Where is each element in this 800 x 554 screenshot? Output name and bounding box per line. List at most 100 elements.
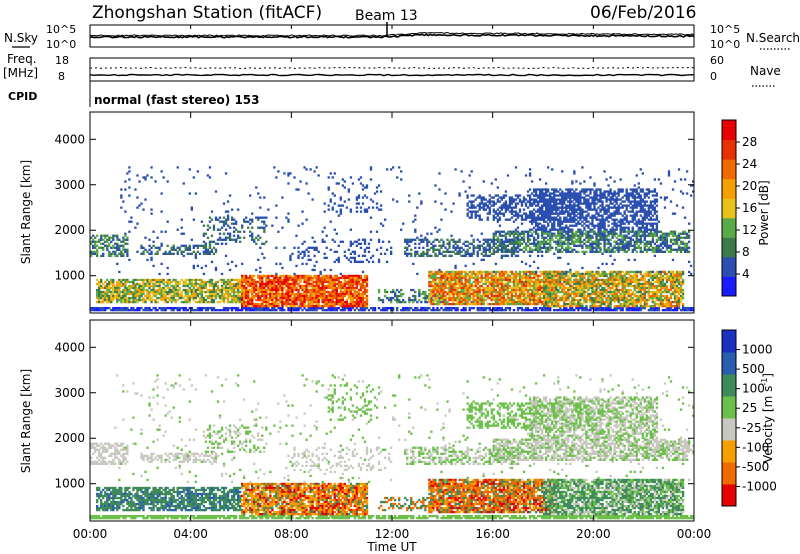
power-cell: [504, 208, 508, 211]
power-cell: [194, 294, 197, 298]
power-cell: [627, 278, 630, 282]
power-cell: [347, 292, 351, 296]
power-cell: [261, 290, 264, 294]
power-cell: [212, 284, 216, 288]
power-cell: [341, 276, 344, 280]
power-cell: [496, 280, 499, 284]
power-cell: [434, 288, 437, 292]
power-cell: [275, 286, 278, 290]
power-cell: [569, 218, 572, 221]
power-cell: [454, 298, 457, 302]
power-cell: [589, 308, 592, 312]
power-cell: [543, 292, 546, 296]
power-cell: [591, 300, 594, 304]
power-cell: [442, 292, 445, 296]
power-cell: [309, 306, 312, 310]
power-cell: [232, 282, 236, 286]
power-cell: [265, 274, 268, 278]
power-cell: [597, 274, 600, 278]
power-cell: [563, 296, 566, 300]
power-cell: [466, 194, 469, 197]
power-cell: [279, 296, 282, 300]
power-cell: [271, 306, 274, 310]
power-cell: [518, 298, 522, 302]
power-cell: [540, 224, 544, 227]
power-cell: [279, 282, 282, 286]
power-cell: [488, 288, 491, 292]
power-cell: [275, 296, 278, 300]
power-cell: [289, 278, 292, 282]
power-cell: [396, 298, 399, 302]
power-cell: [633, 276, 636, 280]
power-cell: [222, 306, 226, 310]
power-cell: [289, 284, 292, 288]
power-cell: [426, 306, 429, 310]
power-cell: [176, 282, 179, 286]
power-cell: [476, 306, 479, 310]
power-cell: [677, 276, 681, 280]
power-cell: [90, 306, 93, 310]
power-cell: [299, 280, 302, 284]
power-cell: [365, 276, 369, 280]
power-cell: [597, 282, 600, 286]
power-cell: [516, 216, 520, 219]
power-plot-area: [90, 166, 694, 312]
power-cell: [555, 278, 558, 282]
power-cell: [601, 282, 604, 286]
power-cell: [456, 278, 459, 282]
power-cell: [406, 308, 409, 312]
power-cell: [176, 292, 179, 296]
power-cell: [118, 282, 121, 286]
power-cell: [480, 276, 483, 280]
power-cell: [641, 284, 644, 288]
power-cell: [148, 294, 151, 298]
power-cell: [277, 280, 280, 284]
power-cell: [557, 214, 560, 217]
power-cell: [553, 296, 556, 300]
power-cell: [301, 294, 304, 298]
power-cell: [631, 274, 634, 278]
power-cell: [251, 306, 254, 310]
power-cell: [498, 296, 502, 300]
power-cell: [114, 246, 117, 249]
power-cell: [291, 284, 294, 288]
power-cell: [257, 296, 260, 300]
power-cell: [365, 274, 369, 278]
power-cell: [158, 286, 161, 290]
power-cell: [549, 300, 552, 304]
power-cell: [269, 278, 272, 282]
power-cell: [480, 284, 483, 288]
power-cell: [168, 280, 171, 284]
power-cell: [599, 308, 602, 312]
power-cell: [166, 244, 169, 247]
power-cell: [319, 306, 322, 310]
power-cell: [218, 236, 222, 239]
power-cell: [412, 294, 415, 298]
power-cell: [198, 282, 202, 286]
power-cell: [547, 290, 550, 294]
power-cell: [490, 280, 493, 284]
power-cell: [516, 202, 520, 205]
power-cell: [557, 208, 560, 211]
power-cell: [593, 280, 596, 284]
power-cell: [500, 282, 504, 286]
power-cell: [271, 308, 274, 312]
power-cell: [218, 288, 222, 292]
power-cell: [492, 294, 495, 298]
power-cell: [160, 278, 163, 282]
power-cell: [553, 308, 556, 312]
power-cell: [448, 276, 451, 280]
power-cell: [673, 298, 677, 302]
power-cell: [553, 284, 556, 288]
power-cell: [327, 296, 330, 300]
power-cell: [681, 278, 685, 282]
power-cell: [230, 218, 234, 221]
power-cell: [228, 284, 232, 288]
power-cell: [478, 270, 481, 274]
power-cell: [343, 282, 346, 286]
power-cell: [241, 302, 244, 306]
power-cell: [522, 296, 526, 300]
power-cell: [545, 298, 548, 302]
power-cell: [232, 286, 236, 290]
power-cell: [522, 212, 526, 215]
